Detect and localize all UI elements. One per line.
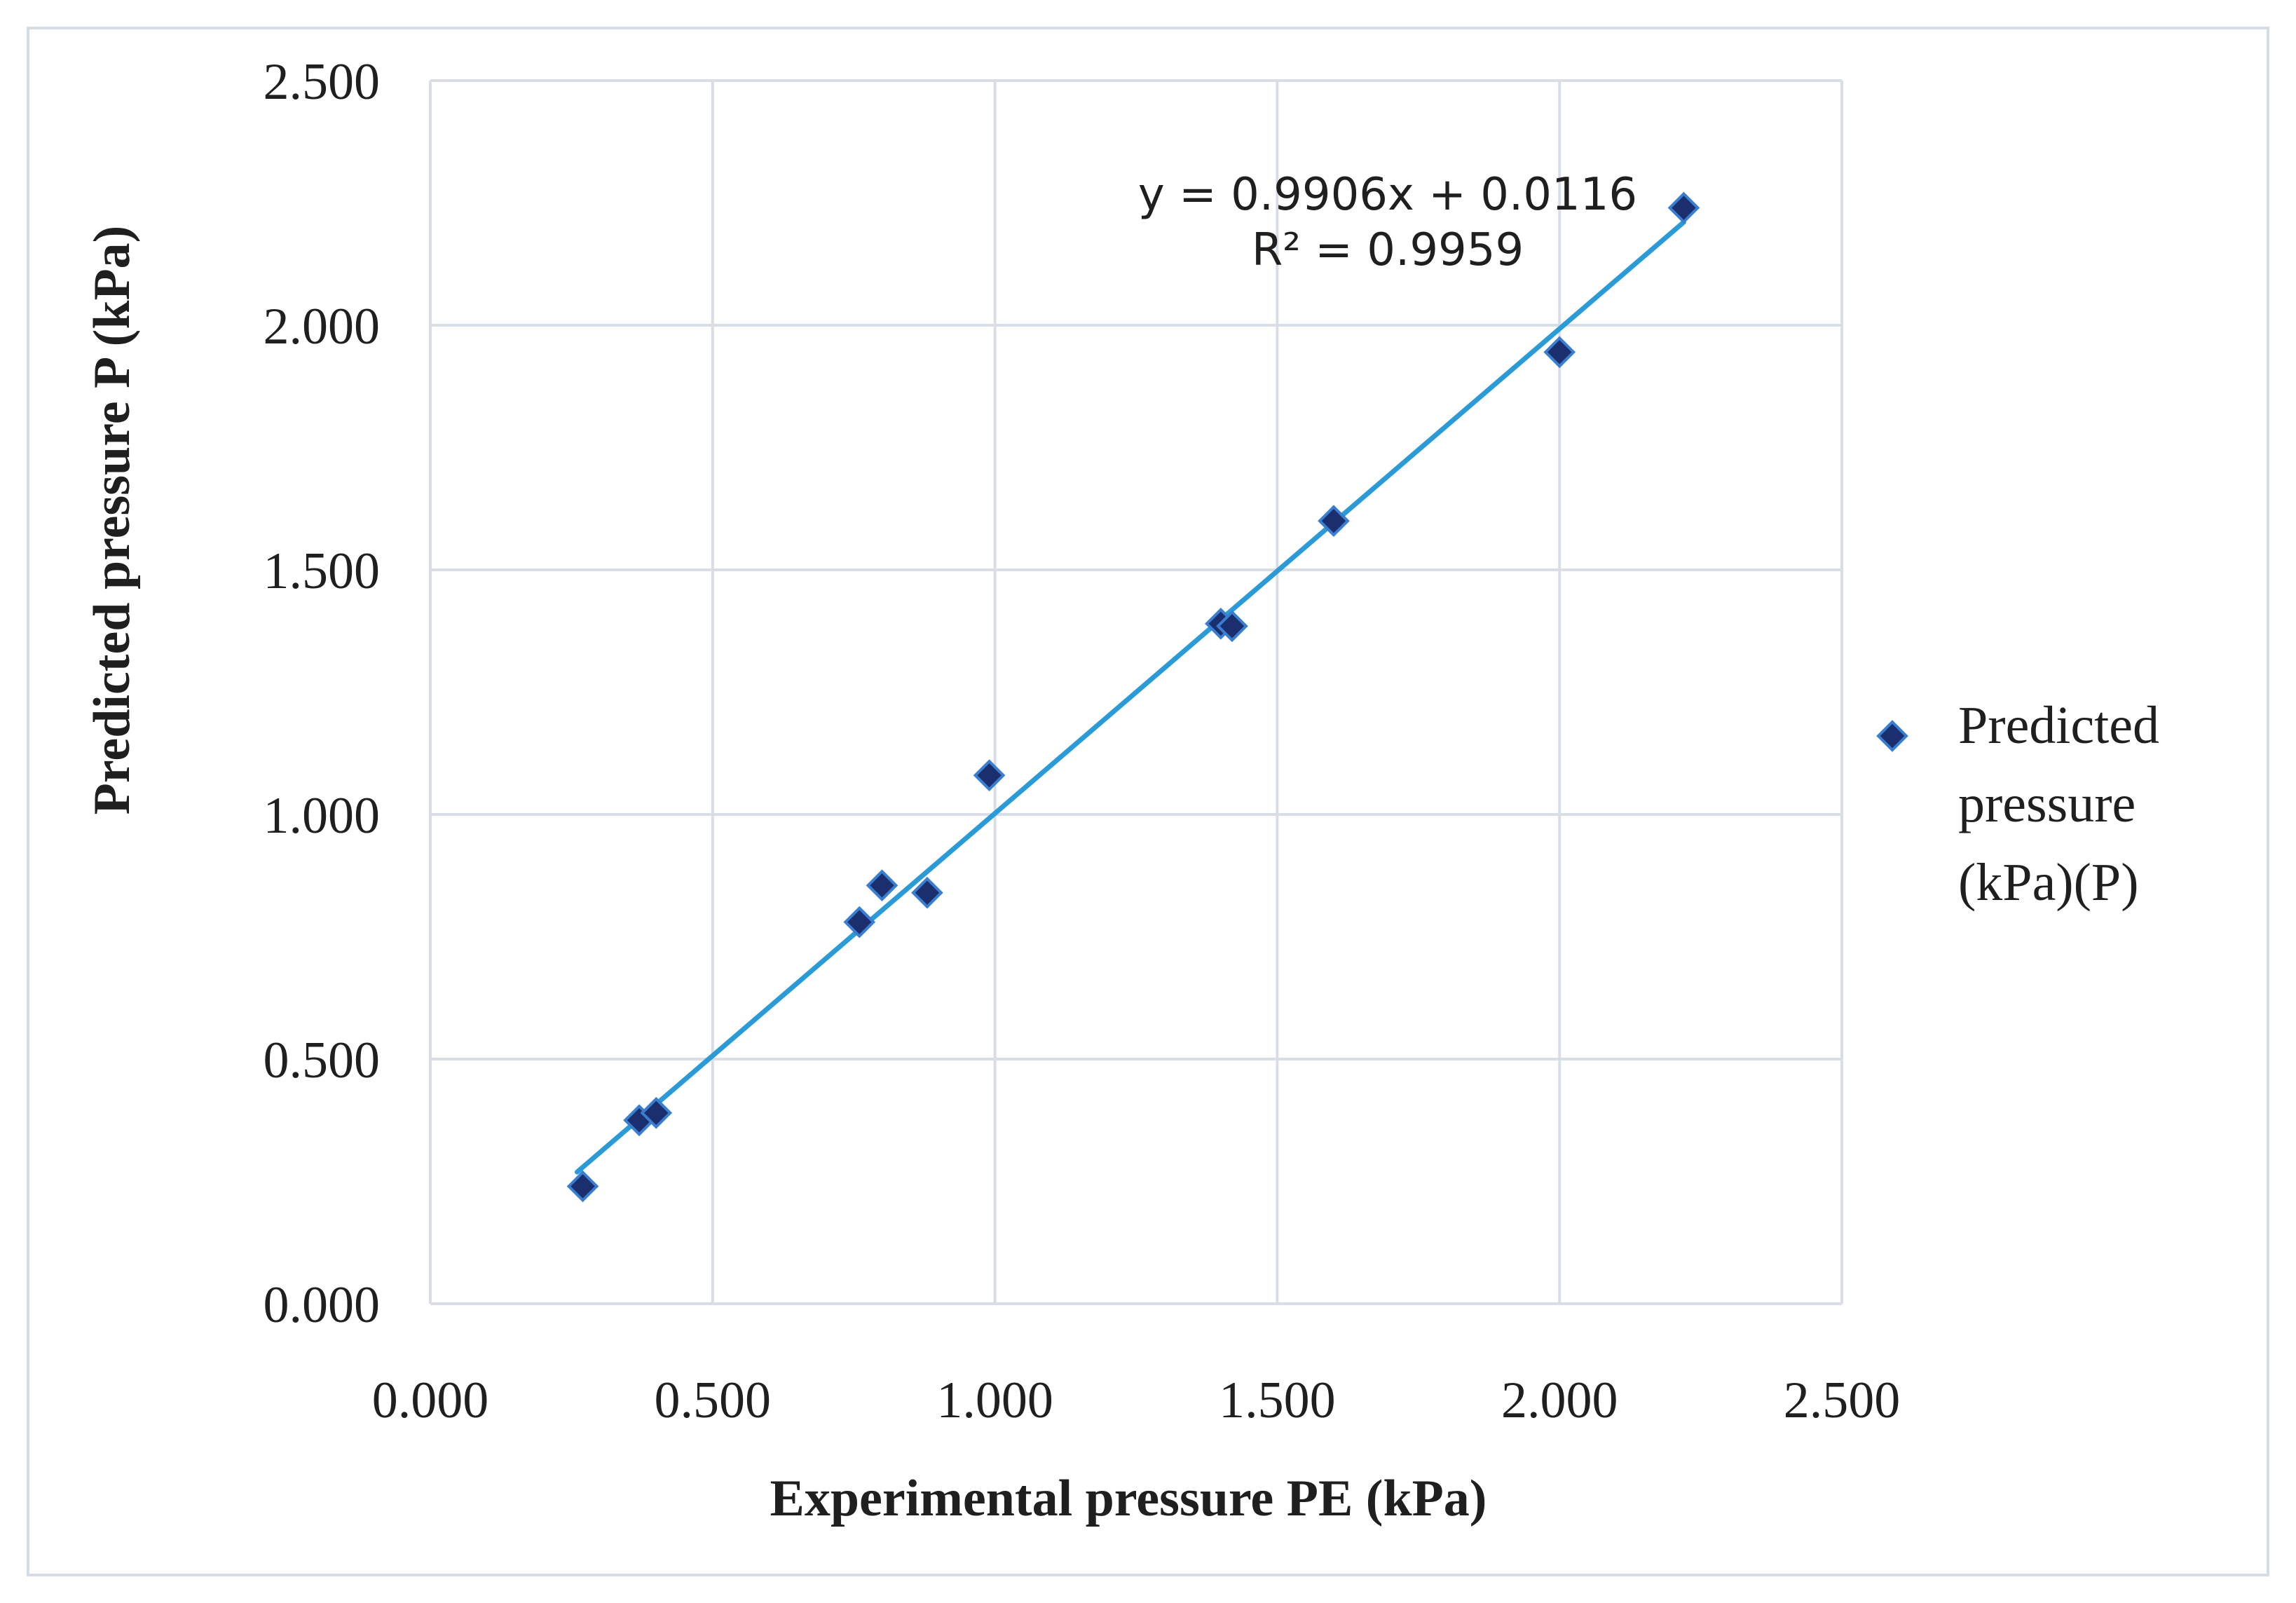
y-tick-label: 2.000 xyxy=(264,298,381,355)
legend-label-line-1: Predicted xyxy=(1958,696,2159,755)
legend-marker-diamond-icon xyxy=(1876,720,1908,752)
data-point xyxy=(1216,610,1248,643)
data-point xyxy=(911,876,943,909)
trendline xyxy=(574,219,1686,1175)
y-tick-labels: 0.000 0.500 1.000 1.500 2.000 2.500 xyxy=(264,53,381,1334)
legend-label-line-3: (kPa)(P) xyxy=(1958,853,2139,912)
y-tick-label: 1.500 xyxy=(264,543,381,600)
data-point xyxy=(640,1096,673,1129)
y-tick-label: 2.500 xyxy=(264,53,381,111)
y-axis-title: Predicted pressure P (kPa) xyxy=(83,226,141,815)
data-point xyxy=(1543,336,1576,369)
x-tick-labels: 0.000 0.500 1.000 1.500 2.000 2.500 xyxy=(372,1372,1901,1429)
x-tick-label: 2.500 xyxy=(1784,1372,1901,1429)
data-point xyxy=(566,1170,599,1203)
y-tick-label: 0.500 xyxy=(264,1032,381,1089)
chart-frame: 0.000 0.500 1.000 1.500 2.000 2.500 0.000 0.50… xyxy=(27,27,2269,1576)
data-point xyxy=(866,869,898,902)
x-axis-title: Experimental pressure PE (kPa) xyxy=(770,1470,1487,1527)
data-point xyxy=(1667,191,1700,224)
y-tick-label: 1.000 xyxy=(264,787,381,845)
data-point xyxy=(843,906,876,939)
x-tick-label: 2.000 xyxy=(1501,1372,1618,1429)
x-tick-label: 0.500 xyxy=(655,1372,772,1429)
trendline-group xyxy=(574,219,1686,1175)
scatter-chart: 0.000 0.500 1.000 1.500 2.000 2.500 0.000 0.50… xyxy=(83,53,2159,1527)
trendline-r-squared: R² = 0.9959 xyxy=(1252,224,1524,276)
data-point xyxy=(973,759,1006,791)
x-tick-label: 1.500 xyxy=(1219,1372,1336,1429)
y-tick-label: 0.000 xyxy=(264,1276,381,1334)
x-tick-label: 1.000 xyxy=(936,1372,1053,1429)
legend-label-line-2: pressure xyxy=(1958,775,2136,833)
legend: Predicted pressure (kPa)(P) xyxy=(1876,696,2159,912)
data-points xyxy=(566,191,1700,1203)
x-tick-label: 0.000 xyxy=(372,1372,489,1429)
data-point xyxy=(1318,505,1350,538)
trendline-equation: y = 0.9906x + 0.0116 xyxy=(1138,169,1637,221)
grid xyxy=(429,79,1843,1305)
